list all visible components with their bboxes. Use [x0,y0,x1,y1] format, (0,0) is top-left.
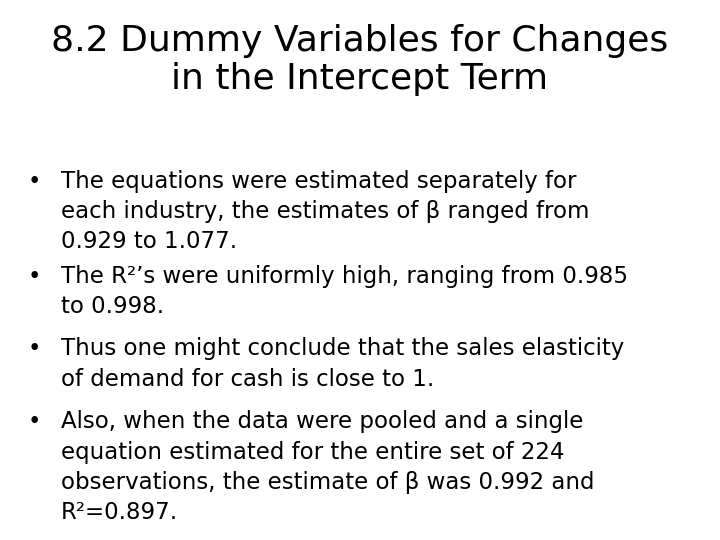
Text: •: • [27,338,41,361]
Text: Thus one might conclude that the sales elasticity
of demand for cash is close to: Thus one might conclude that the sales e… [61,338,624,391]
Text: •: • [27,170,41,193]
Text: 8.2 Dummy Variables for Changes
in the Intercept Term: 8.2 Dummy Variables for Changes in the I… [51,24,669,96]
Text: •: • [27,410,41,434]
Text: Also, when the data were pooled and a single
equation estimated for the entire s: Also, when the data were pooled and a si… [61,410,595,524]
Text: The equations were estimated separately for
each industry, the estimates of β ra: The equations were estimated separately … [61,170,590,253]
Text: The R²’s were uniformly high, ranging from 0.985
to 0.998.: The R²’s were uniformly high, ranging fr… [61,265,628,318]
Text: •: • [27,265,41,288]
